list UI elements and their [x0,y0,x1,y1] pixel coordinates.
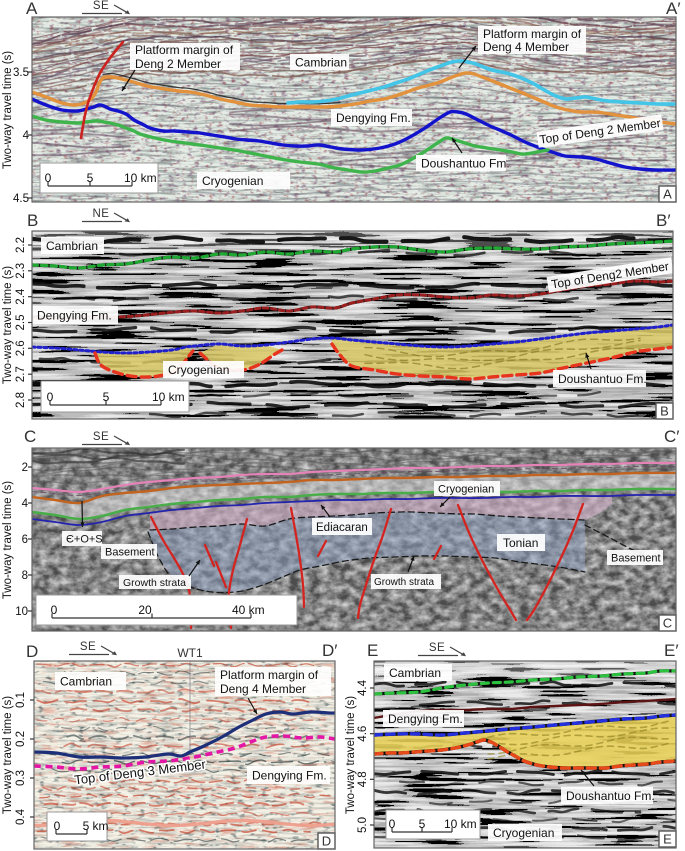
svg-text:C: C [663,616,672,631]
svg-text:5: 5 [83,819,90,833]
svg-text:Cambrian: Cambrian [295,56,347,70]
svg-text:Basement: Basement [611,553,661,565]
svg-text:Two-way travel time (s): Two-way travel time (s) [2,51,14,169]
svg-text:Two-way travel time (s): Two-way travel time (s) [2,481,14,599]
svg-text:B′: B′ [656,211,671,230]
svg-text:Two-way travel time (s): Two-way travel time (s) [2,266,14,384]
svg-text:Platform margin of: Platform margin of [220,668,319,682]
svg-text:2.4: 2.4 [15,288,27,305]
svg-text:Doushantuo Fm.: Doushantuo Fm. [421,157,510,171]
svg-text:Є+O+S: Є+O+S [66,534,103,546]
svg-text:2.2: 2.2 [15,237,27,253]
svg-text:Deng 4 Member: Deng 4 Member [220,682,306,696]
svg-text:Dengying Fm.: Dengying Fm. [388,712,463,726]
svg-text:Ediacaran: Ediacaran [316,522,368,534]
svg-text:SE: SE [93,431,109,443]
svg-text:Cambrian: Cambrian [60,675,112,689]
svg-text:8: 8 [22,570,28,582]
svg-text:2.8: 2.8 [15,392,27,408]
svg-text:4: 4 [22,498,29,510]
svg-text:Growth strata: Growth strata [123,577,186,589]
svg-text:A: A [663,187,672,202]
svg-text:B: B [27,211,38,230]
svg-text:5: 5 [87,171,94,185]
svg-text:Deng 2 Member: Deng 2 Member [135,57,221,71]
svg-text:WT1: WT1 [177,646,203,660]
svg-text:10 km: 10 km [124,171,157,185]
svg-text:E′: E′ [664,641,679,660]
svg-text:4.6: 4.6 [357,726,369,742]
svg-text:5: 5 [419,817,426,831]
svg-text:A′: A′ [666,0,681,18]
svg-text:Tonian: Tonian [503,536,538,550]
svg-text:Cambrian: Cambrian [46,239,98,253]
svg-text:4.4: 4.4 [357,679,369,696]
svg-text:Deng 4 Member: Deng 4 Member [483,40,569,54]
svg-text:Doushantuo Fm.: Doushantuo Fm. [558,372,647,386]
svg-text:Platform margin of: Platform margin of [135,43,234,57]
svg-text:SE: SE [80,641,96,653]
svg-text:km: km [93,819,109,833]
svg-text:5.0: 5.0 [357,817,369,833]
svg-text:Two-way travel time (s): Two-way travel time (s) [345,696,357,814]
svg-text:E: E [367,641,378,660]
svg-text:Cryogenian: Cryogenian [493,826,554,840]
svg-text:0: 0 [51,603,58,617]
svg-text:4.8: 4.8 [357,771,369,787]
svg-text:D′: D′ [322,641,337,660]
svg-text:5: 5 [103,390,110,404]
svg-text:Two-way travel time (s): Two-way travel time (s) [2,696,14,814]
svg-text:0.4: 0.4 [15,808,27,825]
svg-text:10 km: 10 km [152,390,185,404]
svg-text:10: 10 [15,606,28,618]
svg-text:0: 0 [389,817,396,831]
svg-text:A: A [26,0,38,18]
svg-text:6: 6 [22,534,28,546]
svg-text:SE: SE [429,642,445,654]
svg-text:2.6: 2.6 [15,340,27,356]
svg-text:NE: NE [93,208,110,220]
svg-text:2.5: 2.5 [15,315,27,331]
svg-text:2.3: 2.3 [15,263,27,279]
svg-text:C: C [24,427,36,446]
svg-text:Cryogenian: Cryogenian [168,363,229,377]
svg-text:0: 0 [54,819,61,833]
svg-text:4.5: 4.5 [13,193,29,205]
svg-text:D: D [322,834,331,849]
svg-text:Cryogenian: Cryogenian [202,174,263,188]
svg-text:0.3: 0.3 [15,770,27,786]
svg-text:SE: SE [93,0,109,12]
svg-text:D: D [26,642,38,661]
svg-text:3.5: 3.5 [13,67,29,79]
svg-text:Dengying Fm.: Dengying Fm. [336,111,411,125]
svg-text:4: 4 [23,130,30,142]
svg-text:0.1: 0.1 [15,692,27,708]
svg-text:2: 2 [22,462,28,474]
svg-text:10 km: 10 km [444,817,477,831]
svg-text:20: 20 [138,603,152,617]
svg-text:0: 0 [45,171,52,185]
svg-text:Dengying Fm.: Dengying Fm. [252,769,327,783]
svg-text:0.2: 0.2 [15,731,27,747]
svg-text:0: 0 [47,390,54,404]
svg-text:2.7: 2.7 [15,366,27,382]
svg-text:B: B [660,404,669,419]
svg-text:Doushantuo Fm.: Doushantuo Fm. [566,789,655,803]
svg-text:E: E [663,832,672,847]
svg-text:Dengying Fm.: Dengying Fm. [37,309,112,323]
svg-text:Basement: Basement [105,547,155,559]
svg-text:Growth strata: Growth strata [374,577,434,588]
svg-text:Cryogenian: Cryogenian [438,484,494,496]
svg-text:C′: C′ [664,427,679,446]
svg-text:40 km: 40 km [232,603,265,617]
svg-text:Platform margin of: Platform margin of [483,27,582,41]
svg-text:Cambrian: Cambrian [389,666,441,680]
